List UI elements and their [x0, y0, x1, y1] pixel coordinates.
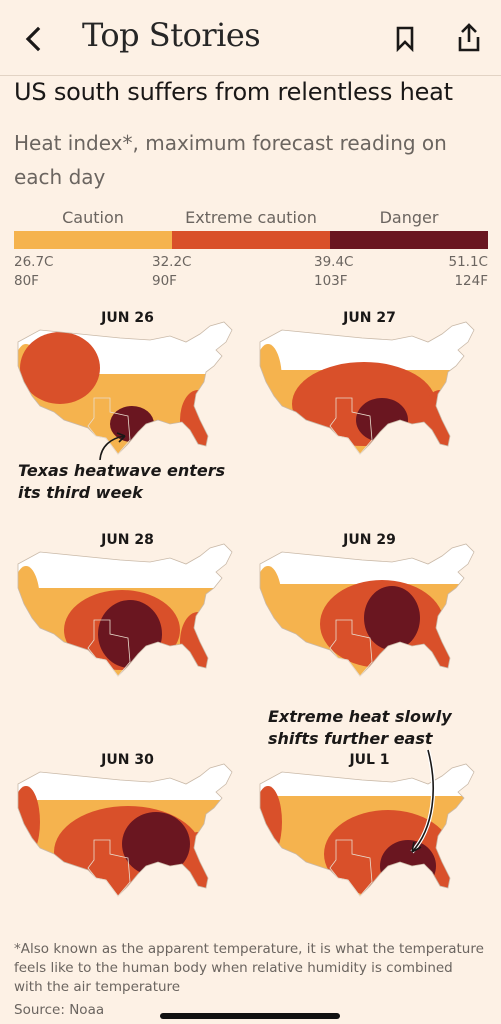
home-indicator[interactable]	[160, 1013, 340, 1019]
map-texas-border	[87, 397, 131, 455]
chevron-left-icon	[25, 26, 41, 52]
map-southeast-zone	[180, 390, 216, 450]
legend-color-bar	[14, 231, 488, 249]
tick-celsius: 26.7C	[14, 254, 54, 270]
map-panel: JUL 1	[252, 752, 487, 962]
map-southeast-zone	[422, 612, 458, 672]
map-date-label: JUN 30	[101, 752, 154, 768]
map-date-label: JUN 29	[343, 532, 396, 548]
map-panel: JUN 29	[252, 532, 487, 742]
map-west-coast-zone	[260, 344, 282, 416]
map-outline	[17, 543, 233, 677]
back-button[interactable]	[18, 22, 48, 56]
tick-fahrenheit: 90F	[152, 273, 177, 289]
legend-categories: Caution Extreme caution Danger	[14, 208, 488, 232]
map-west-coast-zone	[18, 566, 40, 638]
map-outline	[17, 763, 233, 897]
map-outline	[259, 321, 475, 455]
legend-swatch-extreme-caution	[172, 231, 330, 249]
map-outline	[259, 763, 475, 897]
bookmark-button[interactable]	[390, 22, 420, 56]
legend-tick: 26.7C 80F	[14, 253, 54, 291]
legend-swatch-caution	[14, 231, 172, 249]
tick-celsius: 32.2C	[152, 254, 192, 270]
map-west-coast-zone	[260, 566, 282, 638]
us-heat-map	[259, 763, 475, 897]
map-texas-border	[329, 619, 373, 677]
tick-celsius: 51.1C	[448, 254, 489, 270]
map-west-coast-zone	[260, 786, 282, 858]
map-southeast-zone	[422, 390, 458, 450]
map-panel: JUN 26	[10, 310, 245, 520]
map-panel: JUN 28	[10, 532, 245, 742]
us-heat-map	[17, 543, 233, 677]
legend-tick: 51.1C 124F	[444, 253, 489, 291]
legend-ticks: 26.7C 80F 32.2C 90F 39.4C 103F 51.1C 124…	[14, 253, 488, 293]
share-icon	[458, 23, 480, 52]
map-texas-border	[87, 619, 131, 677]
map-danger-zone	[122, 812, 190, 876]
map-date-label: JUN 26	[101, 310, 154, 326]
us-heat-map	[259, 321, 475, 455]
page-title: Top Stories	[82, 16, 261, 54]
map-panel: JUN 27	[252, 310, 487, 520]
us-heat-map	[17, 763, 233, 897]
annotation-line: Extreme heat slowly	[268, 707, 452, 726]
map-extreme-caution-zone	[20, 332, 100, 404]
map-date-label: JUN 27	[343, 310, 396, 326]
map-west-coast-zone	[18, 786, 40, 858]
tick-celsius: 39.4C	[314, 254, 354, 270]
article-subhead: Heat index*, maximum forecast reading on…	[14, 131, 447, 189]
map-southeast-zone	[180, 612, 216, 672]
annotation-line: its third week	[18, 483, 143, 502]
article-headline: US south suffers from relentless heat	[14, 78, 453, 106]
legend-tick: 39.4C 103F	[314, 253, 354, 291]
top-nav-bar: Top Stories	[0, 0, 501, 76]
bookmark-icon	[396, 26, 414, 52]
tick-fahrenheit: 124F	[454, 273, 488, 289]
annotation-arrow-texas	[99, 432, 126, 461]
annotation-east: Extreme heat slowly shifts further east	[268, 706, 452, 750]
annotation-line: Texas heatwave enters	[18, 461, 226, 480]
legend-extreme-caution-label: Extreme caution	[185, 208, 317, 227]
us-heat-map	[259, 543, 475, 677]
map-date-label: JUN 28	[101, 532, 154, 548]
map-danger-zone	[364, 586, 420, 650]
share-button[interactable]	[453, 20, 485, 56]
annotation-line: shifts further east	[268, 729, 433, 748]
legend-caution-label: Caution	[62, 208, 124, 227]
legend-danger-label: Danger	[379, 208, 439, 227]
tick-fahrenheit: 80F	[14, 273, 39, 289]
legend-tick: 32.2C 90F	[152, 253, 192, 291]
us-heat-map	[17, 321, 233, 455]
annotation-arrow-east	[410, 749, 436, 854]
map-texas-border	[329, 839, 373, 897]
map-outline	[259, 543, 475, 677]
annotation-texas: Texas heatwave enters its third week	[18, 460, 225, 504]
legend-swatch-danger	[330, 231, 488, 249]
map-panel: JUN 30	[10, 752, 245, 962]
tick-fahrenheit: 103F	[314, 273, 348, 289]
map-outline	[17, 321, 233, 455]
map-texas-border	[87, 839, 131, 897]
footnote: *Also known as the apparent temperature,…	[14, 941, 484, 995]
map-date-label: JUL 1	[349, 752, 390, 768]
map-texas-border	[329, 397, 373, 455]
source-credit: Source: Noaa	[14, 1002, 105, 1018]
